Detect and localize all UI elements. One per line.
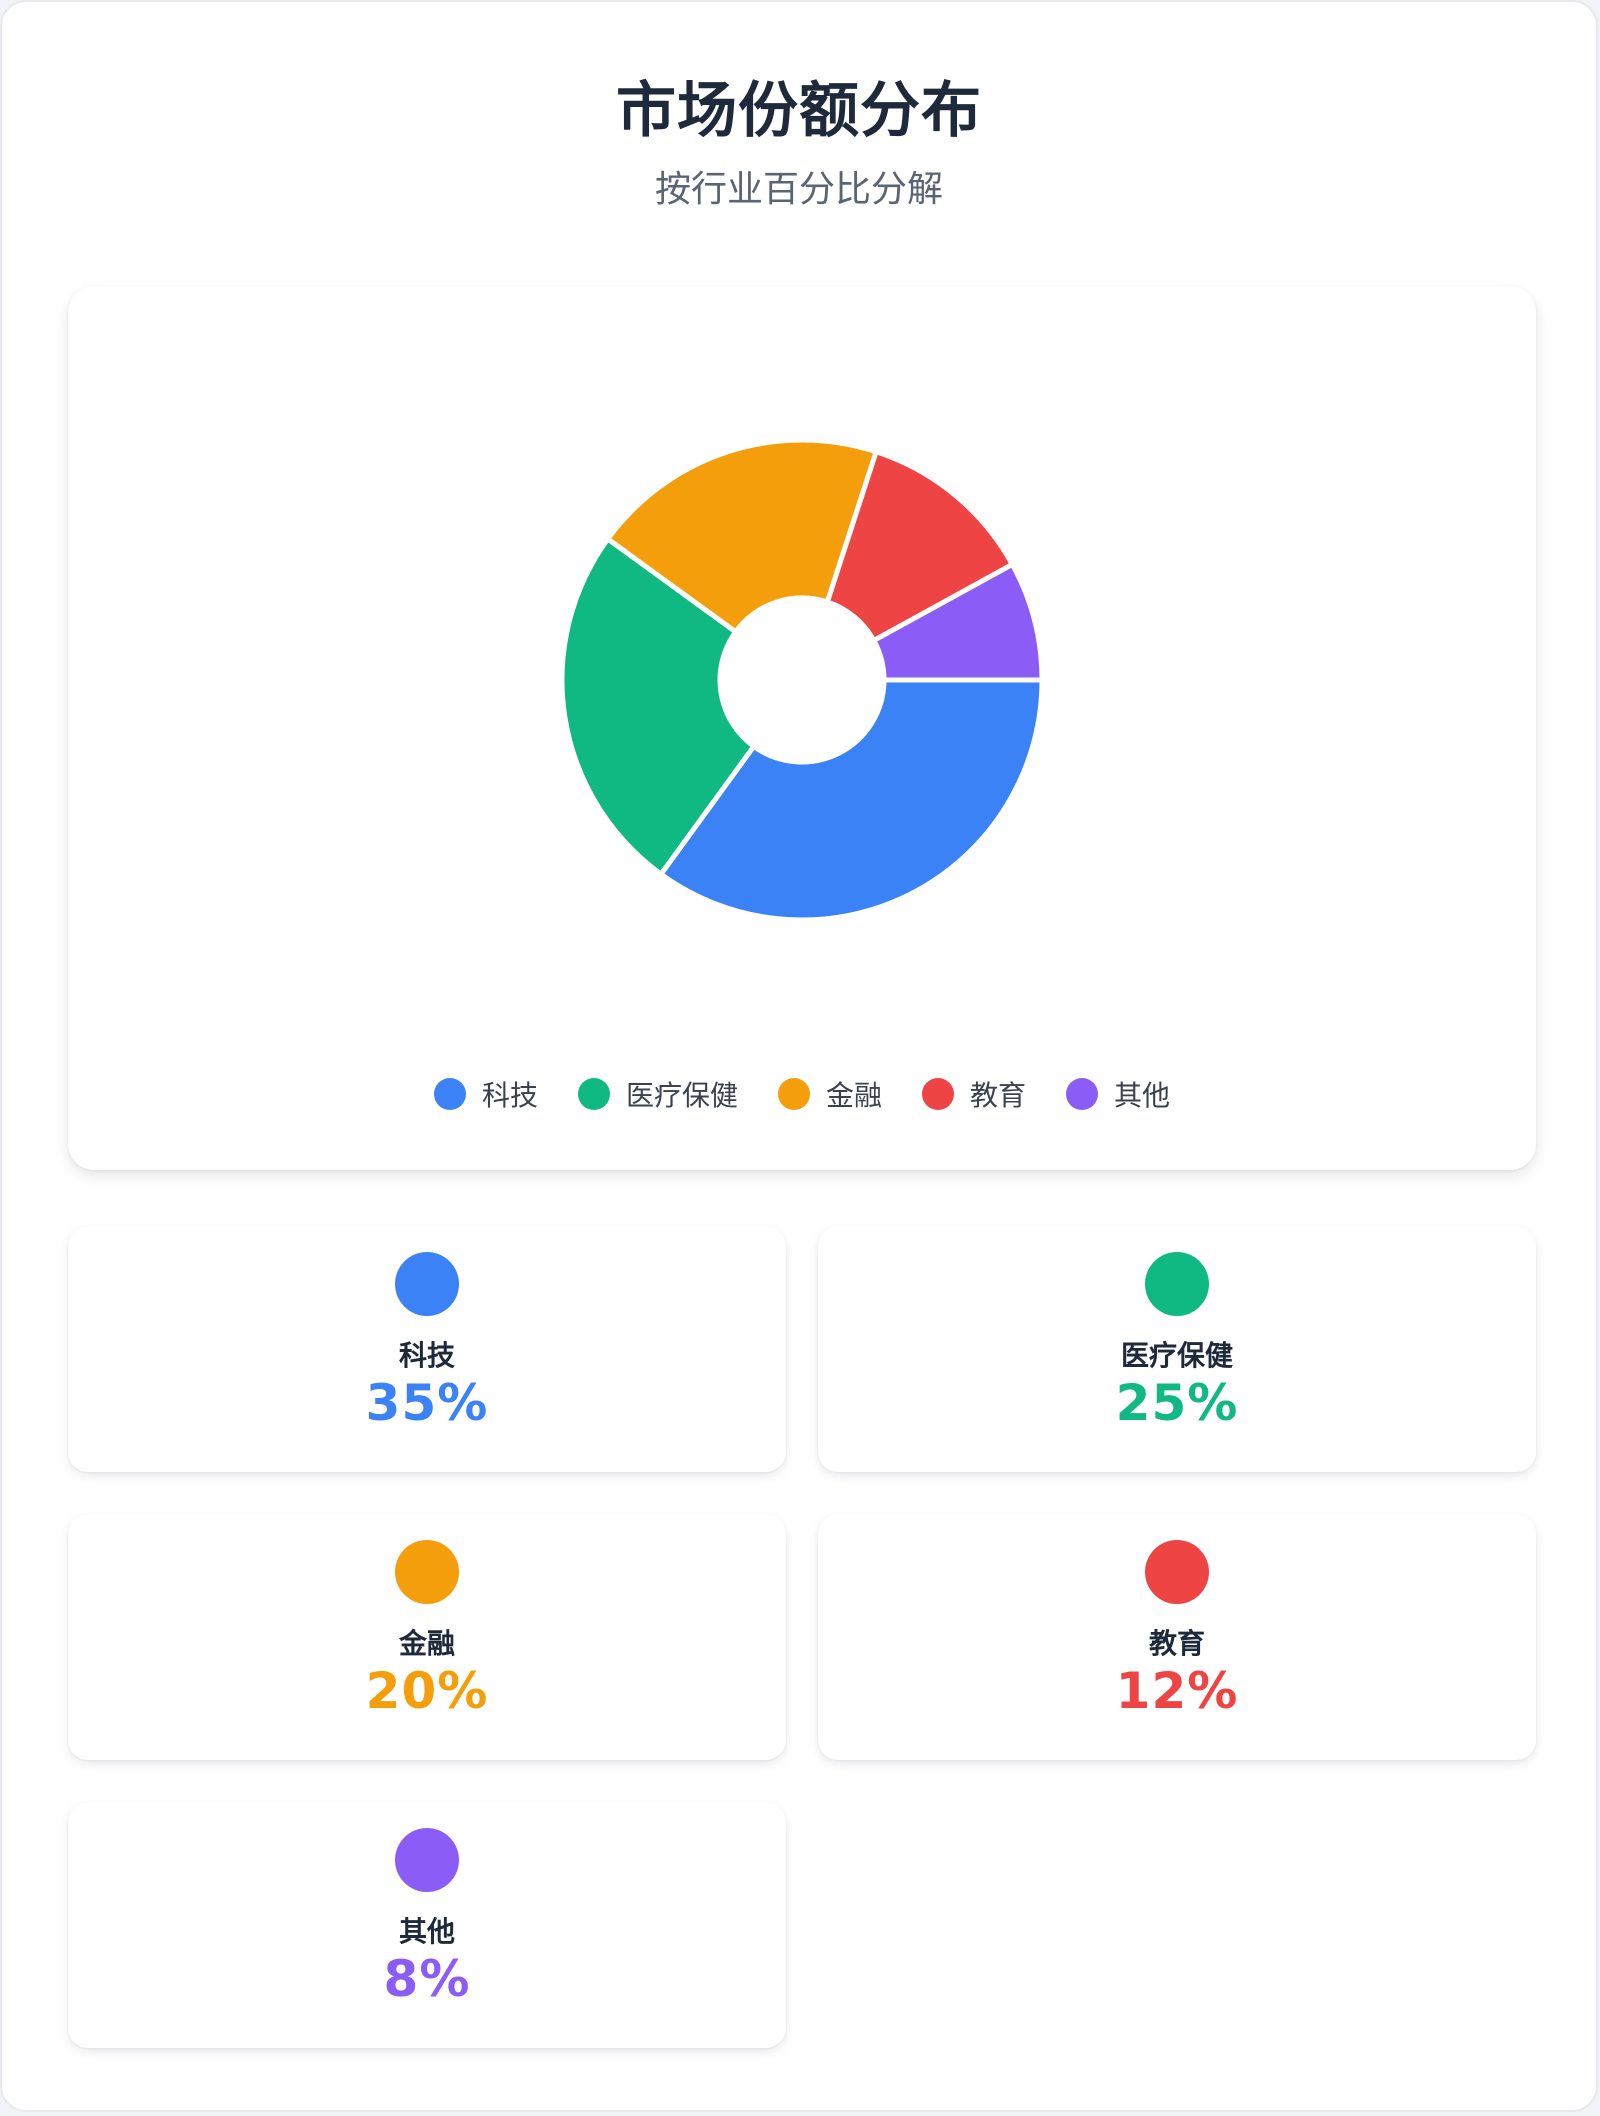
legend-item-healthcare[interactable]: 医疗保健 [577,1074,738,1114]
donut-slice-tech[interactable] [658,677,1045,923]
stat-color-dot [395,1828,459,1892]
legend-swatch [1066,1078,1099,1110]
legend-label: 科技 [481,1079,538,1112]
chart-legend: 科技 医疗保健 金融 教育 其他 [68,1074,1536,1114]
stat-color-dot [1145,1540,1209,1604]
stat-name: 教育 [1148,1627,1205,1660]
legend-label: 金融 [825,1079,882,1112]
stat-card-education: 教育 12% [818,1514,1536,1760]
stat-name: 科技 [398,1339,455,1372]
stat-value: 8% [383,1950,471,2008]
donut-chart [559,437,1045,923]
stat-color-dot [1145,1252,1209,1316]
stat-color-dot [395,1540,459,1604]
legend-label: 教育 [970,1079,1027,1112]
legend-label: 医疗保健 [625,1079,738,1112]
legend-item-tech[interactable]: 科技 [433,1074,538,1114]
donut-slice-other[interactable] [871,561,1045,683]
stat-value: 35% [365,1374,489,1432]
legend-label: 其他 [1114,1079,1171,1112]
legend-item-other[interactable]: 其他 [1066,1074,1170,1114]
stat-value: 25% [1115,1374,1239,1432]
page-subtitle: 按行业百分比分解 [654,169,943,210]
stat-card-other: 其他 8% [68,1802,786,2048]
legend-swatch [777,1078,810,1110]
legend-swatch [433,1078,466,1110]
legend-swatch [922,1078,954,1110]
stat-value: 20% [365,1662,489,1720]
stat-value: 12% [1115,1662,1239,1720]
stat-name: 医疗保健 [1120,1339,1233,1372]
donut-slice-finance[interactable] [605,437,879,635]
stat-card-healthcare: 医疗保健 25% [818,1226,1536,1472]
stat-name: 其他 [398,1915,455,1948]
legend-item-finance[interactable]: 金融 [777,1074,882,1114]
stat-card-tech: 科技 35% [68,1226,786,1472]
page-title: 市场份额分布 [616,76,982,146]
stat-card-finance: 金融 20% [68,1514,786,1760]
chart-card: 科技 医疗保健 金融 教育 其他 [68,286,1536,1170]
donut-slice-education[interactable] [824,449,1015,643]
legend-swatch [577,1078,610,1110]
donut-slice-healthcare[interactable] [559,536,757,877]
legend-item-education[interactable]: 教育 [922,1074,1026,1114]
stat-name: 金融 [398,1627,455,1660]
stat-color-dot [395,1252,459,1316]
